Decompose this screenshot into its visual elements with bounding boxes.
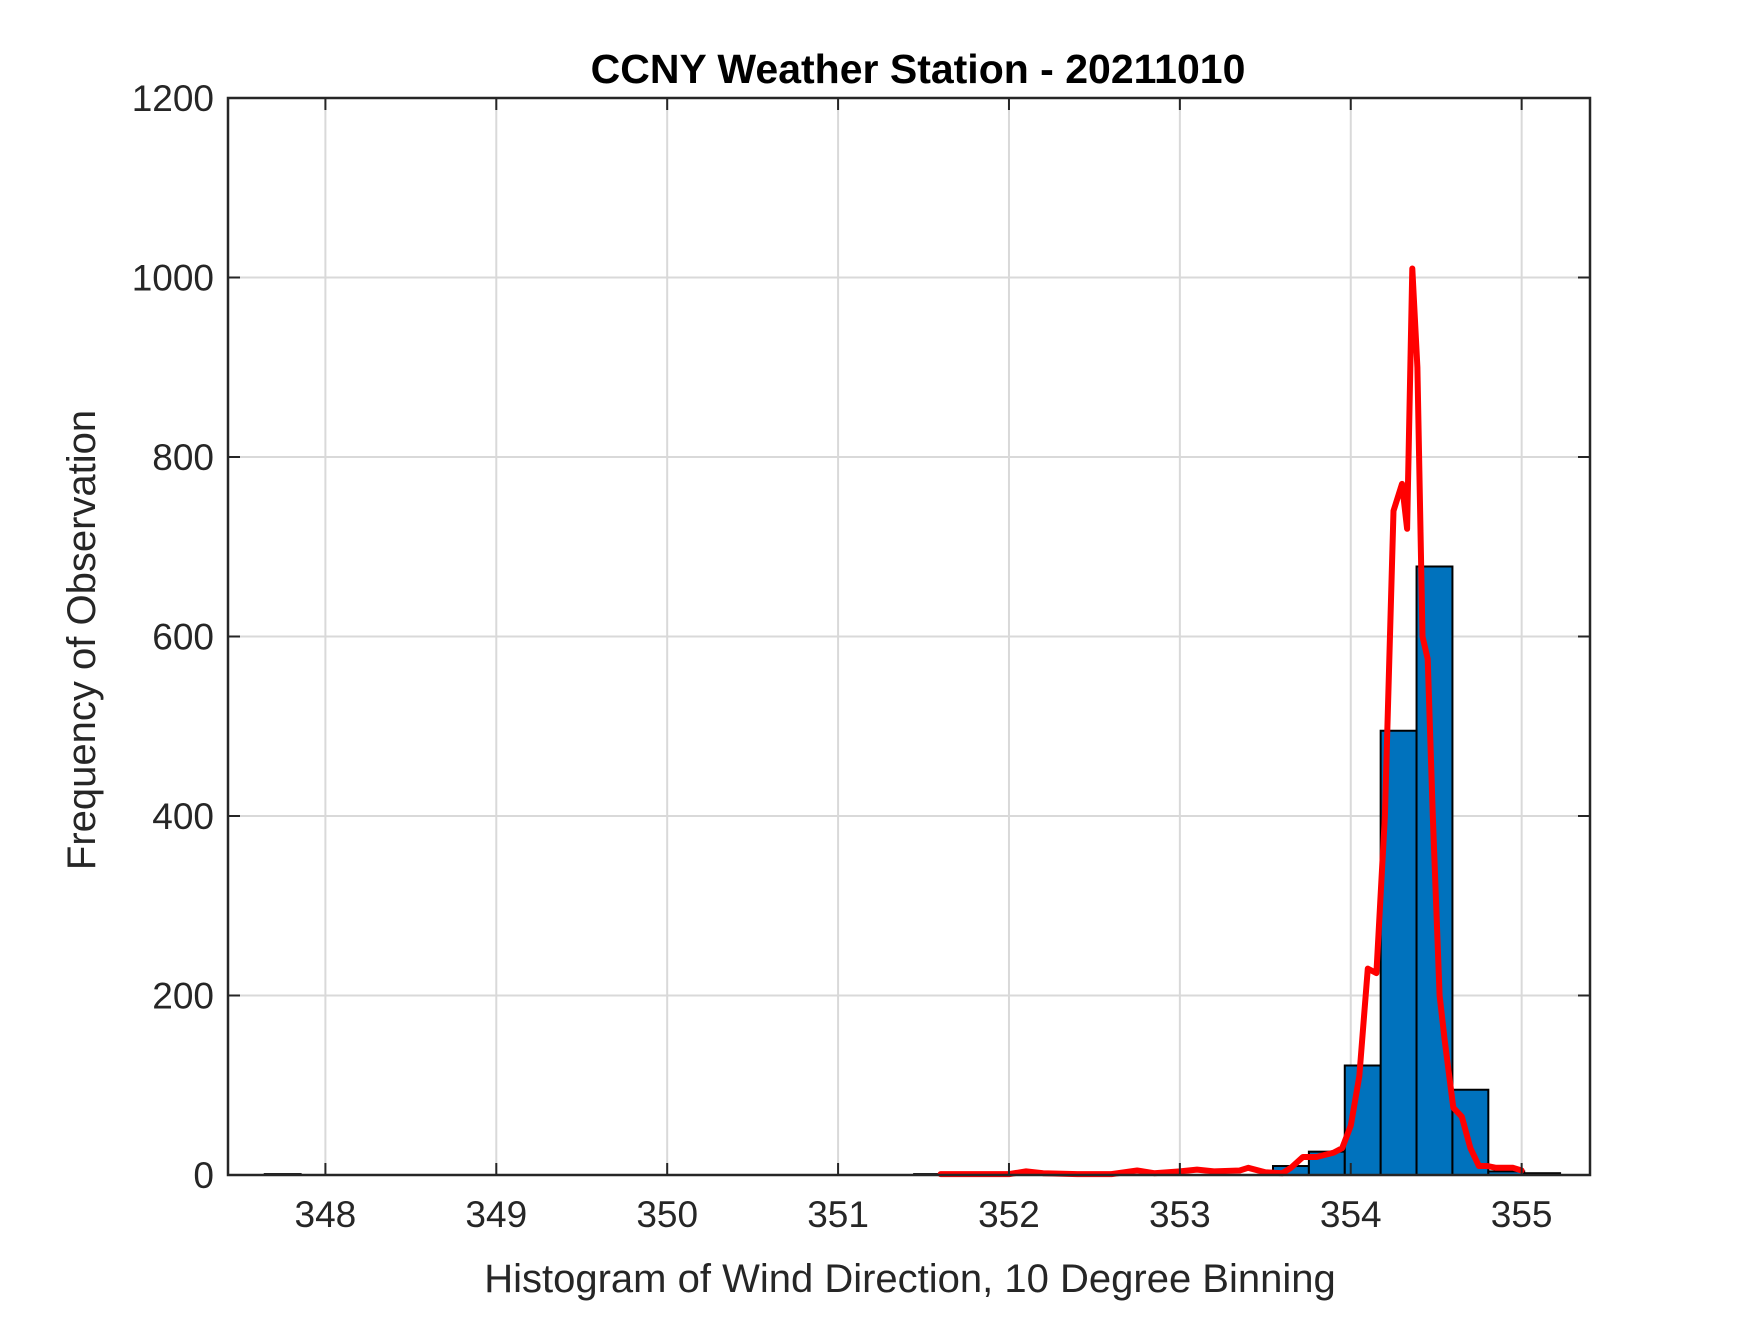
bars-layer — [263, 565, 1562, 1177]
x-tick-label: 349 — [465, 1194, 527, 1235]
x-axis-label: Histogram of Wind Direction, 10 Degree B… — [484, 1257, 1336, 1301]
y-axis-label: Frequency of Observation — [60, 410, 104, 870]
y-tick-label: 0 — [193, 1155, 214, 1196]
x-tick-label: 348 — [295, 1194, 357, 1235]
x-tick-label: 352 — [978, 1194, 1040, 1235]
y-tick-label: 800 — [152, 437, 214, 478]
density-line — [937, 265, 1525, 1178]
y-tick-label: 400 — [152, 796, 214, 837]
x-tick-label: 353 — [1149, 1194, 1211, 1235]
y-tick-label: 1000 — [132, 258, 214, 299]
ticks-layer: 348 349 350 351 352 353 354 355 0 200 400 600 800 100… — [132, 78, 1590, 1235]
x-tick-label: 355 — [1491, 1194, 1553, 1235]
line-layer — [937, 265, 1525, 1178]
grid-layer — [228, 97, 1590, 1176]
chart-title: CCNY Weather Station - 20211010 — [591, 46, 1246, 92]
x-tick-label: 351 — [807, 1194, 869, 1235]
x-tick-label: 350 — [636, 1194, 698, 1235]
y-tick-label: 600 — [152, 617, 214, 658]
y-tick-label: 200 — [152, 976, 214, 1017]
y-tick-label: 1200 — [132, 78, 214, 119]
histogram-bar — [1451, 1088, 1490, 1177]
x-tick-label: 354 — [1320, 1194, 1382, 1235]
